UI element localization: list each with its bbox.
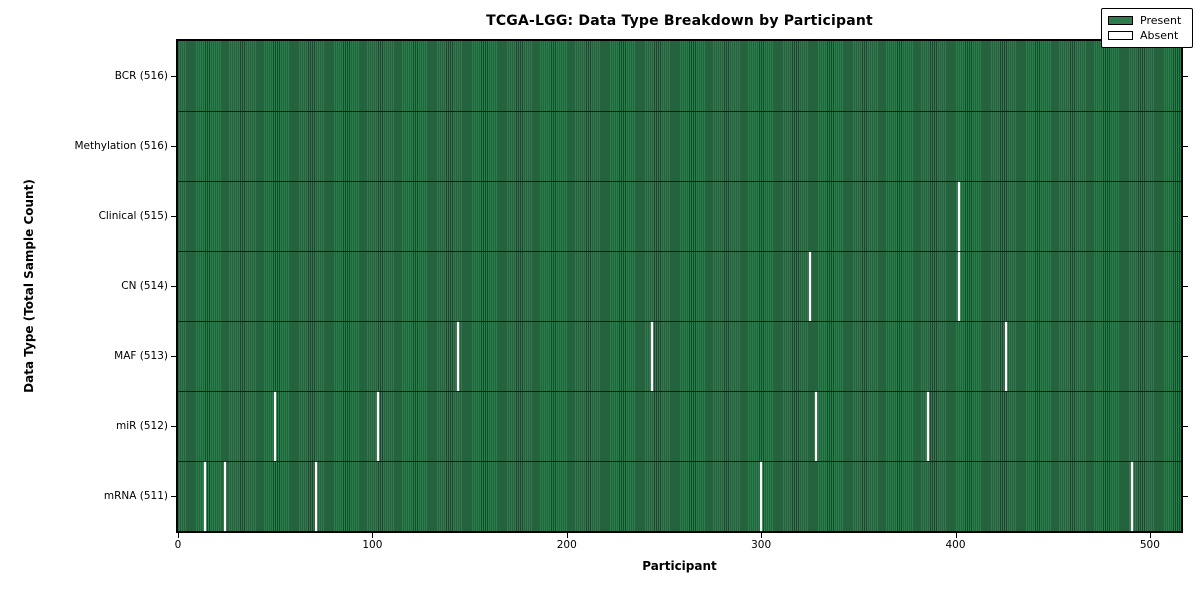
y-tick xyxy=(171,146,176,147)
x-tick xyxy=(955,533,957,538)
legend-label-present: Present xyxy=(1140,14,1182,27)
y-tick xyxy=(171,356,176,357)
legend-label-absent: Absent xyxy=(1140,29,1179,42)
absent-gap xyxy=(315,462,317,531)
x-tick-label: 400 xyxy=(945,539,966,551)
row-separator xyxy=(178,111,1181,112)
x-tick-label: 0 xyxy=(174,539,182,551)
y-tick xyxy=(1183,76,1188,77)
y-tick xyxy=(1183,496,1188,497)
y-tick-label: MAF (513) xyxy=(114,350,168,362)
row-separator xyxy=(178,391,1181,392)
y-tick xyxy=(171,76,176,77)
x-tick-label: 200 xyxy=(556,539,577,551)
absent-gap xyxy=(274,392,277,461)
row-separator xyxy=(178,321,1181,322)
y-tick-label: miR (512) xyxy=(115,420,168,432)
absent-gap xyxy=(927,392,930,461)
y-tick xyxy=(171,286,176,287)
x-tick xyxy=(372,533,374,538)
legend-entry-present: Present xyxy=(1108,13,1186,28)
y-tick-label: CN (514) xyxy=(121,280,168,292)
x-axis-label: Participant xyxy=(642,559,717,573)
row-separator xyxy=(178,461,1181,462)
y-tick xyxy=(1183,286,1188,287)
x-tick-label: 500 xyxy=(1139,539,1160,551)
y-tick-label: BCR (516) xyxy=(114,70,168,82)
y-tick xyxy=(1183,216,1188,217)
absent-gap xyxy=(814,392,817,461)
legend-entry-absent: Absent xyxy=(1108,28,1186,43)
y-tick-label: Methylation (516) xyxy=(74,140,168,152)
row-separator xyxy=(178,181,1181,182)
absent-gap xyxy=(204,462,207,531)
chart-title: TCGA-LGG: Data Type Breakdown by Partici… xyxy=(486,13,873,29)
absent-gap xyxy=(808,252,811,321)
row-separator xyxy=(178,251,1181,252)
x-tick-label: 300 xyxy=(751,539,772,551)
absent-swatch-icon xyxy=(1108,31,1133,40)
absent-gap xyxy=(651,322,654,391)
absent-gap xyxy=(958,252,961,321)
x-tick xyxy=(1149,533,1151,538)
y-tick-label: Clinical (515) xyxy=(98,210,168,222)
y-tick xyxy=(171,426,176,427)
x-tick-label: 100 xyxy=(362,539,383,551)
present-swatch-icon xyxy=(1108,16,1133,25)
absent-gap xyxy=(1005,322,1008,391)
x-tick xyxy=(178,533,179,538)
y-tick xyxy=(1183,146,1188,147)
plot-area xyxy=(176,39,1183,533)
y-tick xyxy=(1183,356,1188,357)
absent-gap xyxy=(377,392,380,461)
x-tick xyxy=(761,533,763,538)
y-tick xyxy=(1183,426,1188,427)
absent-gap xyxy=(760,462,763,531)
absent-gap xyxy=(958,182,961,251)
y-tick xyxy=(171,496,176,497)
y-tick-label: mRNA (511) xyxy=(103,490,168,502)
x-tick xyxy=(566,533,568,538)
legend: Present Absent xyxy=(1101,8,1193,48)
y-tick xyxy=(171,216,176,217)
absent-gap xyxy=(1131,462,1134,531)
absent-gap xyxy=(456,322,459,391)
absent-gap xyxy=(223,462,226,531)
